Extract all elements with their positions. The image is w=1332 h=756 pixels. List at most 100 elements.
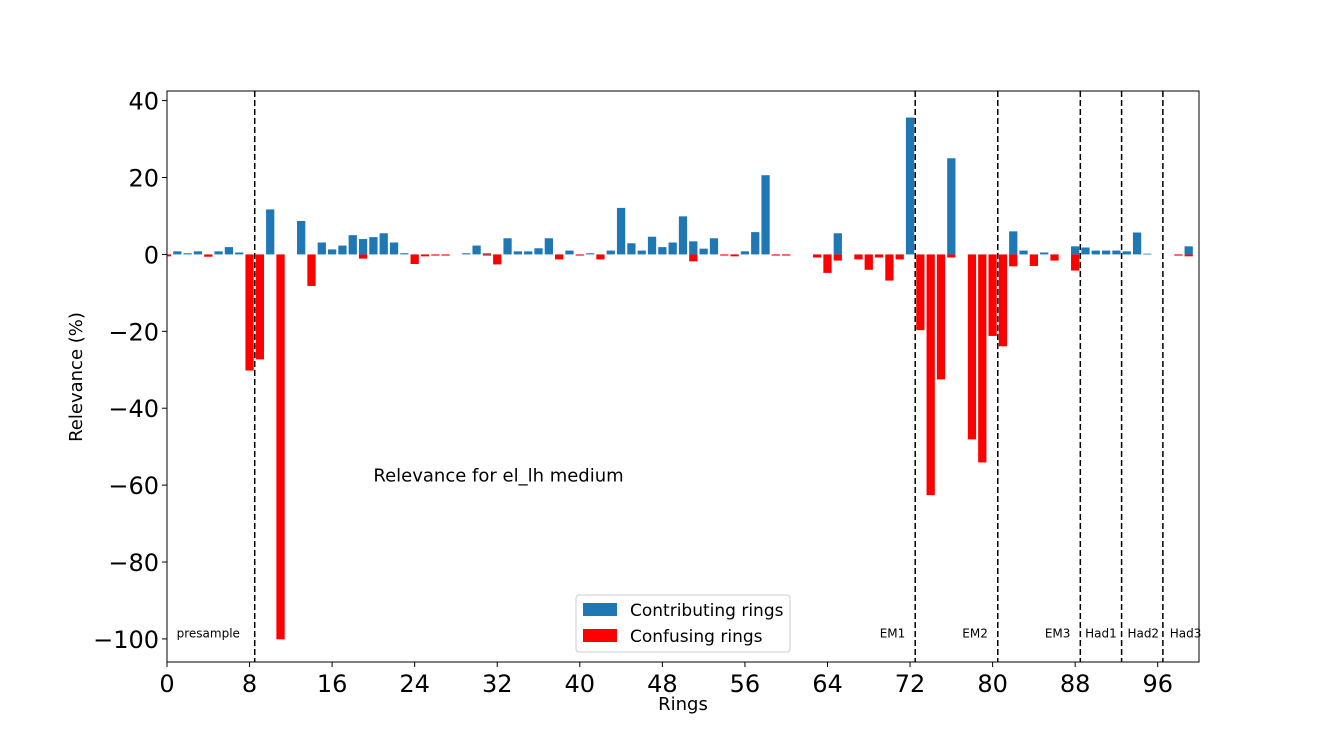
contributing-bar-ring-31 — [482, 253, 492, 255]
contributing-bar-ring-5 — [214, 251, 223, 255]
confusing-bar-ring-42 — [596, 254, 605, 260]
confusing-bar-ring-65 — [833, 254, 842, 261]
region-label-em1: EM1 — [880, 626, 906, 640]
contributing-bar-ring-49 — [668, 242, 677, 255]
bars-layer — [167, 117, 1193, 640]
x-axis-ticks: 0 8 16 24 32 40 48 56 64 72 80 88 96 — [159, 662, 1173, 698]
region-labels: presample EM1 EM2 EM3 Had1 Had2 Had3 — [177, 626, 1202, 640]
legend: Contributing rings Confusing rings — [575, 594, 791, 653]
y-axis-ticks: 40 20 0 −20 −40 −60 −80 −100 — [93, 88, 167, 654]
contributing-bar-ring-90 — [1091, 250, 1100, 255]
contributing-bar-ring-33 — [503, 238, 512, 255]
y-tick-label: −60 — [108, 472, 159, 500]
contributing-bar-ring-15 — [317, 242, 326, 255]
contributing-bar-ring-16 — [327, 249, 337, 255]
confusing-bar-ring-79 — [978, 254, 987, 463]
contributing-bar-ring-72 — [905, 117, 915, 255]
confusing-bar-ring-68 — [864, 254, 873, 270]
confusing-bar-ring-84 — [1029, 254, 1039, 266]
contributing-bar-ring-29 — [462, 253, 471, 255]
confusing-bar-ring-27 — [441, 254, 450, 256]
confusing-bar-ring-19 — [358, 254, 368, 259]
x-tick-label: 40 — [565, 670, 596, 698]
confusing-bar-ring-38 — [555, 254, 564, 260]
x-tick-label: 64 — [812, 670, 843, 698]
contributing-bar-ring-89 — [1081, 247, 1090, 255]
region-label-presample: presample — [177, 626, 240, 640]
region-label-em2: EM2 — [962, 626, 988, 640]
confusing-bar-ring-4 — [204, 254, 213, 257]
confusing-bar-ring-54 — [720, 254, 729, 256]
x-tick-label: 8 — [242, 670, 257, 698]
contributing-bar-ring-6 — [224, 247, 234, 255]
x-tick-label: 80 — [977, 670, 1008, 698]
contributing-bar-ring-10 — [266, 209, 275, 255]
legend-swatch-contributing — [583, 603, 617, 616]
contributing-bar-ring-7 — [235, 252, 244, 255]
x-tick-label: 16 — [317, 670, 348, 698]
confusing-bar-ring-76 — [947, 254, 956, 258]
x-axis-label: Rings — [658, 694, 708, 715]
contributing-bar-ring-52 — [699, 248, 708, 255]
contributing-bar-ring-85 — [1040, 252, 1049, 255]
confusing-bar-ring-74 — [926, 254, 935, 496]
contributing-bar-ring-39 — [565, 250, 574, 255]
confusing-bar-ring-32 — [493, 254, 502, 265]
confusing-bar-ring-60 — [782, 254, 791, 256]
contributing-bar-ring-30 — [472, 245, 481, 255]
contributing-bar-ring-76 — [947, 158, 956, 255]
confusing-bar-ring-64 — [823, 254, 832, 273]
confusing-bar-ring-69 — [874, 254, 884, 258]
confusing-bar-ring-14 — [307, 254, 316, 286]
contributing-bar-ring-44 — [616, 207, 626, 255]
contributing-bar-ring-3 — [193, 251, 203, 255]
confusing-bar-ring-25 — [420, 254, 430, 257]
confusing-bar-ring-8 — [245, 254, 254, 371]
contributing-bar-ring-46 — [637, 250, 646, 255]
confusing-bar-ring-80 — [988, 254, 997, 336]
confusing-bar-ring-71 — [895, 254, 904, 260]
contributing-bar-ring-2 — [183, 253, 192, 255]
y-axis-label: Relevance (%) — [66, 312, 87, 442]
x-tick-label: 24 — [399, 670, 430, 698]
contributing-bar-ring-56 — [740, 251, 750, 255]
contributing-bar-ring-58 — [761, 175, 770, 255]
contributing-bar-ring-51 — [689, 241, 698, 255]
confusing-bar-ring-59 — [771, 254, 781, 256]
contributing-bar-ring-34 — [513, 251, 523, 255]
x-tick-label: 32 — [482, 670, 513, 698]
contributing-bar-ring-82 — [1009, 231, 1018, 255]
contributing-bar-ring-19 — [358, 239, 368, 255]
confusing-bar-ring-98 — [1174, 254, 1183, 256]
confusing-bar-ring-73 — [916, 254, 925, 331]
contributing-bar-ring-13 — [297, 220, 306, 255]
region-label-had2: Had2 — [1127, 626, 1159, 640]
confusing-bar-ring-31 — [482, 254, 492, 256]
y-tick-label: 0 — [144, 241, 159, 269]
contributing-bar-ring-20 — [369, 237, 378, 255]
x-tick-label: 48 — [647, 670, 678, 698]
confusing-bar-ring-51 — [689, 254, 698, 262]
contributing-bar-ring-91 — [1101, 250, 1111, 255]
legend-label-confusing: Confusing rings — [630, 627, 763, 647]
contributing-bar-ring-50 — [678, 216, 688, 255]
y-tick-label: −100 — [93, 626, 159, 654]
confusing-bar-ring-78 — [967, 254, 977, 440]
y-tick-label: −40 — [108, 395, 159, 423]
y-tick-label: 40 — [128, 88, 159, 116]
contributing-bar-ring-95 — [1143, 253, 1152, 255]
legend-swatch-confusing — [583, 629, 617, 642]
contributing-bar-ring-99 — [1184, 246, 1193, 255]
region-label-had1: Had1 — [1085, 626, 1117, 640]
contributing-bar-ring-65 — [833, 233, 842, 255]
contributing-bar-ring-41 — [585, 253, 595, 255]
contributing-bar-ring-45 — [627, 243, 636, 255]
confusing-bar-ring-75 — [936, 254, 946, 380]
x-tick-label: 96 — [1142, 670, 1173, 698]
contributing-bar-ring-35 — [524, 251, 533, 255]
confusing-bar-ring-63 — [813, 254, 822, 258]
confusing-bar-ring-70 — [885, 254, 894, 281]
contributing-bar-ring-1 — [173, 251, 182, 255]
region-label-em3: EM3 — [1045, 626, 1071, 640]
legend-frame — [575, 594, 791, 653]
